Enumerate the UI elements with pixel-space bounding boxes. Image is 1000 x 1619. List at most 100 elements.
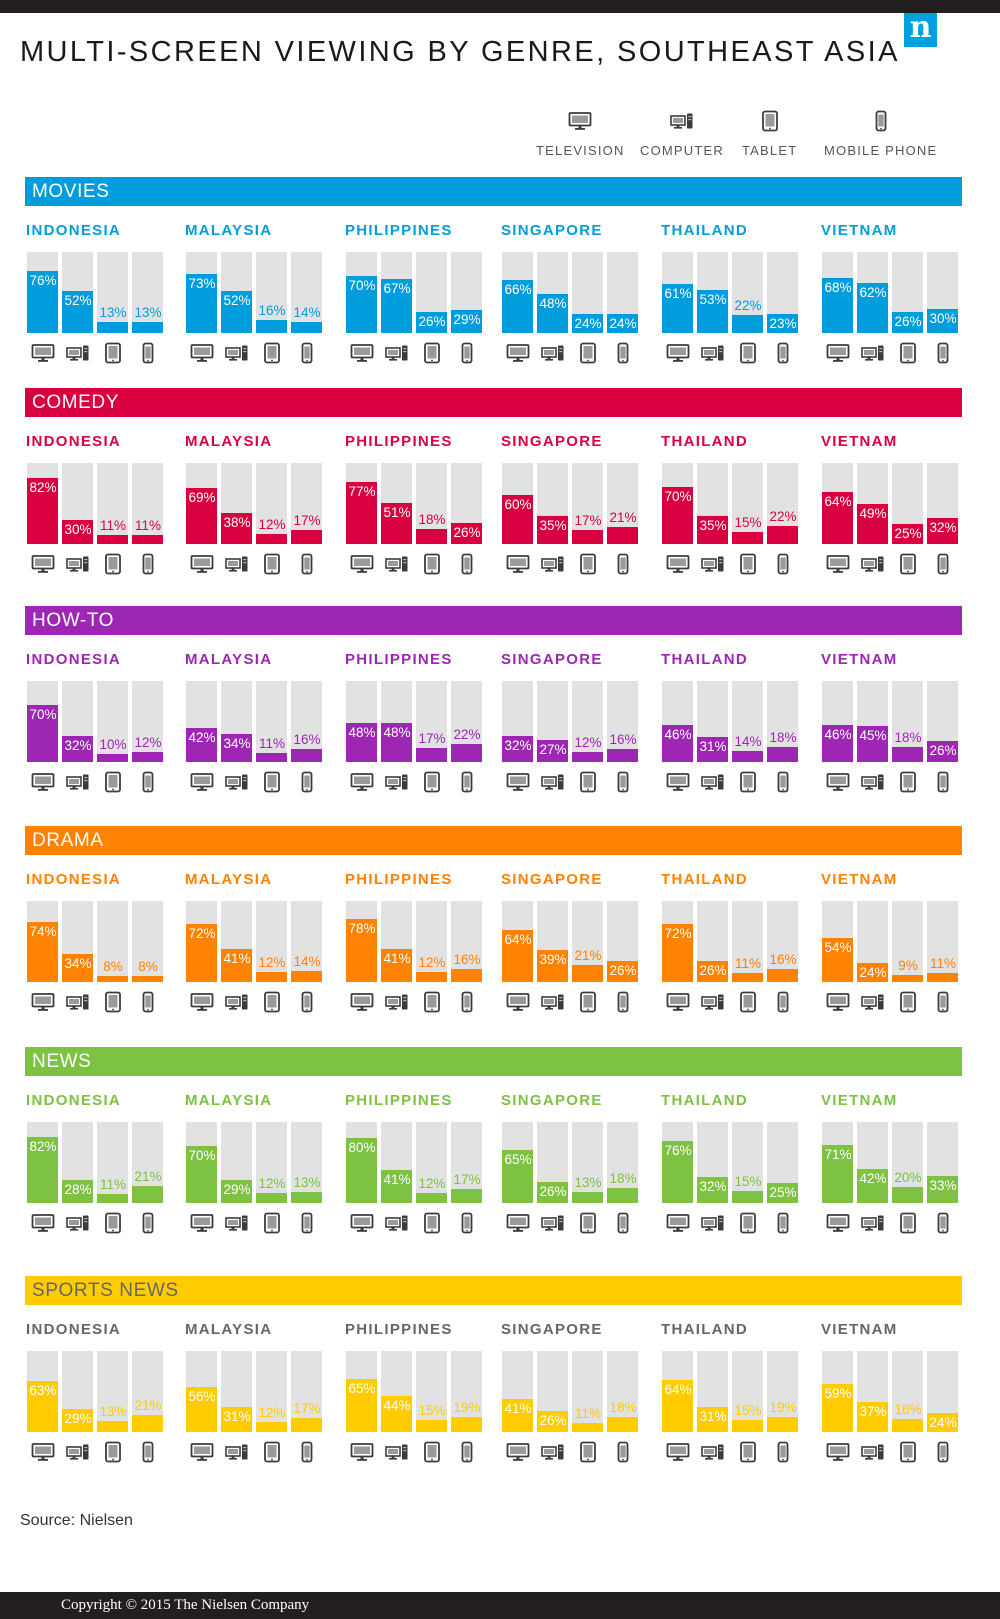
country-label: PHILIPPINES <box>345 1321 453 1338</box>
computer-icon <box>66 553 90 580</box>
bar <box>27 478 58 544</box>
television-icon <box>506 1212 530 1239</box>
data-label: 16% <box>293 732 321 747</box>
bar-track: 16% <box>892 1351 923 1432</box>
computer-icon <box>701 553 725 580</box>
bar <box>291 1192 322 1203</box>
data-label: 24% <box>574 316 602 331</box>
computer-icon <box>861 553 885 580</box>
bar <box>502 930 533 982</box>
data-label: 14% <box>293 305 321 320</box>
bar-track: 74% <box>27 901 58 982</box>
television-icon <box>826 1212 850 1239</box>
tablet-icon <box>576 1212 600 1239</box>
data-label: 13% <box>574 1175 602 1190</box>
bar <box>416 529 447 544</box>
bar <box>97 1194 128 1203</box>
data-label: 26% <box>894 314 922 329</box>
bar <box>537 740 568 762</box>
television-icon <box>31 553 55 580</box>
bar-track: 30% <box>62 463 93 544</box>
bar <box>62 1409 93 1432</box>
data-label: 28% <box>64 1182 92 1197</box>
data-label: 19% <box>453 1400 481 1415</box>
data-label: 18% <box>609 1400 637 1415</box>
bar <box>186 274 217 333</box>
country-label: INDONESIA <box>26 651 122 668</box>
television-icon <box>190 771 214 798</box>
bar-track: 10% <box>97 681 128 762</box>
data-label: 48% <box>539 296 567 311</box>
data-label: 70% <box>664 489 692 504</box>
data-label: 17% <box>293 1401 321 1416</box>
bar <box>767 314 798 333</box>
bar <box>662 725 693 762</box>
data-label: 8% <box>103 959 123 974</box>
country-label: INDONESIA <box>26 222 122 239</box>
bar-track: 16% <box>451 901 482 982</box>
bar-track: 41% <box>381 901 412 982</box>
television-icon <box>506 771 530 798</box>
bar-track: 63% <box>27 1351 58 1432</box>
bar-track: 31% <box>697 681 728 762</box>
bar-track: 61% <box>662 252 693 333</box>
data-label: 37% <box>859 1404 887 1419</box>
bar <box>291 322 322 333</box>
data-label: 16% <box>769 952 797 967</box>
tablet-icon <box>260 1212 284 1239</box>
mobile-phone-icon <box>869 110 893 137</box>
country-label: THAILAND <box>661 433 749 450</box>
computer-icon <box>861 991 885 1018</box>
bar <box>732 315 763 333</box>
television-icon <box>826 553 850 580</box>
bar-track: 11% <box>97 1122 128 1203</box>
country-label: PHILIPPINES <box>345 433 453 450</box>
data-label: 51% <box>383 505 411 520</box>
data-label: 34% <box>223 736 251 751</box>
bar <box>767 747 798 762</box>
mobile-phone-icon <box>611 1212 635 1239</box>
bar <box>857 726 888 762</box>
bar-track: 68% <box>822 252 853 333</box>
data-label: 14% <box>293 954 321 969</box>
tablet-icon <box>420 991 444 1018</box>
data-label: 44% <box>383 1398 411 1413</box>
bar <box>857 1402 888 1432</box>
bar-track: 42% <box>186 681 217 762</box>
mobile-phone-icon <box>295 342 319 369</box>
bar-track: 52% <box>62 252 93 333</box>
bar <box>451 1417 482 1432</box>
bar <box>346 1138 377 1203</box>
computer-icon <box>385 342 409 369</box>
television-icon <box>350 991 374 1018</box>
bar <box>607 527 638 544</box>
bar <box>857 504 888 544</box>
bar-track: 32% <box>502 681 533 762</box>
data-label: 12% <box>574 735 602 750</box>
bar <box>97 535 128 544</box>
country-label: VIETNAM <box>821 651 898 668</box>
tablet-icon <box>101 991 125 1018</box>
bar <box>97 976 128 982</box>
computer-icon <box>66 1441 90 1468</box>
country-label: VIETNAM <box>821 222 898 239</box>
data-label: 18% <box>609 1171 637 1186</box>
bar-track: 15% <box>732 463 763 544</box>
bar-track: 37% <box>857 1351 888 1432</box>
computer-icon <box>225 553 249 580</box>
bar-track: 8% <box>132 901 163 982</box>
bar <box>607 749 638 762</box>
bar-track: 24% <box>607 252 638 333</box>
data-label: 22% <box>769 509 797 524</box>
bar-track: 16% <box>607 681 638 762</box>
bar <box>697 1177 728 1203</box>
data-label: 22% <box>734 298 762 313</box>
genre-title: COMEDY <box>32 392 119 413</box>
data-label: 64% <box>664 1382 692 1397</box>
bar-track: 34% <box>221 681 252 762</box>
country-label: SINGAPORE <box>501 1092 603 1109</box>
television-icon <box>826 771 850 798</box>
mobile-phone-icon <box>136 991 160 1018</box>
bar-track: 9% <box>892 901 923 982</box>
mobile-phone-icon <box>455 771 479 798</box>
